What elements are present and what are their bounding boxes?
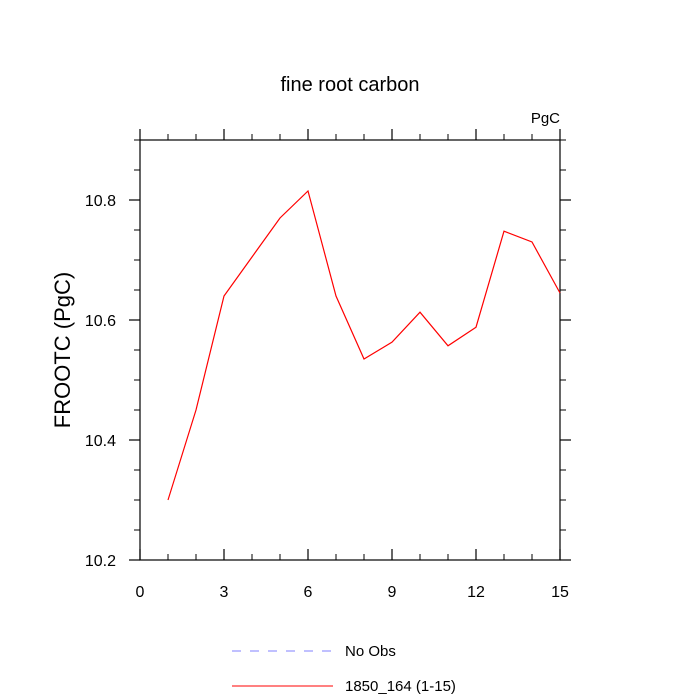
x-tick-label: 3 <box>220 584 229 601</box>
series-lines <box>167 189 561 501</box>
y-tick-label: 10.8 <box>85 193 116 210</box>
y-tick-label: 10.4 <box>85 433 116 450</box>
x-tick-label: 12 <box>467 584 485 601</box>
plot-frame <box>139 139 561 561</box>
x-tick-label: 0 <box>136 584 145 601</box>
y-tick-label: 10.2 <box>85 553 116 570</box>
axis-ticks: 0 3 6 9 12 15 10.2 10.4 10.6 10.8 <box>85 129 571 601</box>
x-tick-label: 9 <box>388 584 397 601</box>
chart-title: fine root carbon <box>281 74 420 96</box>
y-tick-label: 10.6 <box>85 313 116 330</box>
series-line <box>167 189 561 501</box>
units-label: PgC <box>531 110 560 127</box>
y-axis-label: FROOTC (PgC) <box>50 272 75 428</box>
legend: No Obs 1850_164 (1-15) <box>232 643 456 695</box>
x-tick-label: 6 <box>304 584 313 601</box>
x-tick-label: 15 <box>551 584 569 601</box>
legend-label: 1850_164 (1-15) <box>345 678 456 695</box>
legend-label: No Obs <box>345 643 396 660</box>
